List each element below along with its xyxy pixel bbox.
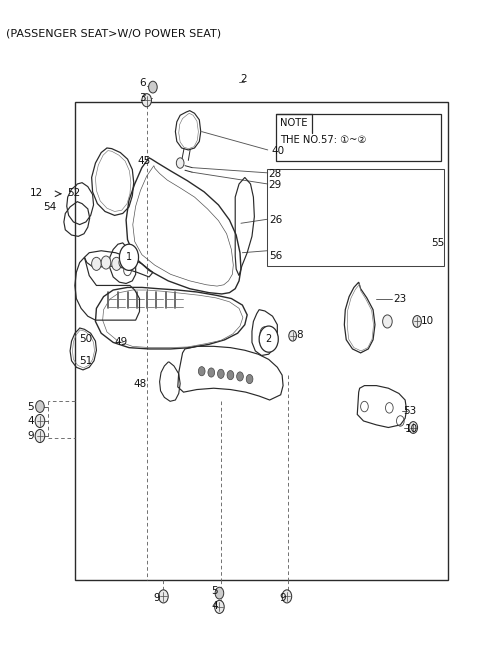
Text: 48: 48 (134, 379, 147, 388)
Circle shape (227, 371, 234, 380)
Circle shape (35, 415, 45, 428)
Text: 45: 45 (137, 156, 150, 166)
Text: 5: 5 (27, 401, 34, 411)
Text: 10: 10 (421, 316, 434, 327)
Text: THE NO.57: ①~②: THE NO.57: ①~② (280, 135, 366, 145)
Text: (PASSENGER SEAT>W/O POWER SEAT): (PASSENGER SEAT>W/O POWER SEAT) (6, 28, 222, 38)
Text: 2: 2 (240, 74, 247, 84)
Circle shape (246, 375, 253, 384)
Circle shape (35, 430, 45, 443)
Circle shape (413, 316, 421, 327)
Text: 4: 4 (211, 600, 218, 611)
Bar (75, 102, 448, 580)
Text: 49: 49 (115, 337, 128, 348)
Circle shape (259, 326, 278, 352)
Bar (267, 169, 444, 266)
Circle shape (120, 244, 139, 270)
Text: 9: 9 (27, 431, 34, 441)
Circle shape (36, 401, 44, 413)
Circle shape (383, 315, 392, 328)
Text: 5: 5 (211, 586, 218, 596)
Circle shape (237, 372, 243, 381)
Text: 26: 26 (270, 215, 283, 225)
Circle shape (176, 158, 184, 169)
Circle shape (215, 587, 224, 599)
Circle shape (282, 590, 292, 603)
Text: 3: 3 (139, 92, 146, 102)
Text: 6: 6 (139, 77, 146, 87)
Circle shape (158, 590, 168, 603)
Text: 9: 9 (279, 593, 286, 603)
Text: 53: 53 (403, 406, 416, 416)
Text: 55: 55 (432, 238, 444, 248)
Circle shape (149, 81, 157, 93)
Text: 54: 54 (43, 202, 56, 212)
Circle shape (289, 331, 297, 341)
Text: 56: 56 (270, 251, 283, 261)
Text: 50: 50 (79, 334, 92, 344)
Text: 9: 9 (153, 593, 159, 603)
Text: 40: 40 (271, 146, 284, 156)
Text: 4: 4 (27, 416, 34, 426)
Text: NOTE: NOTE (280, 118, 307, 128)
Text: 52: 52 (67, 188, 80, 198)
Circle shape (198, 367, 205, 376)
Circle shape (215, 600, 224, 613)
Circle shape (142, 94, 152, 107)
Text: 23: 23 (393, 293, 407, 304)
Circle shape (92, 257, 101, 270)
Text: 51: 51 (79, 356, 92, 367)
Text: 10: 10 (405, 424, 418, 434)
Text: 29: 29 (269, 180, 282, 190)
Text: 28: 28 (269, 169, 282, 179)
Circle shape (409, 422, 418, 434)
Circle shape (101, 256, 111, 269)
Text: 2: 2 (265, 334, 272, 344)
Bar (276, 114, 441, 161)
Circle shape (112, 257, 121, 270)
Text: 1: 1 (126, 253, 132, 262)
Circle shape (217, 369, 224, 379)
Text: 12: 12 (29, 188, 43, 198)
Text: 8: 8 (297, 329, 303, 340)
Circle shape (208, 368, 215, 377)
